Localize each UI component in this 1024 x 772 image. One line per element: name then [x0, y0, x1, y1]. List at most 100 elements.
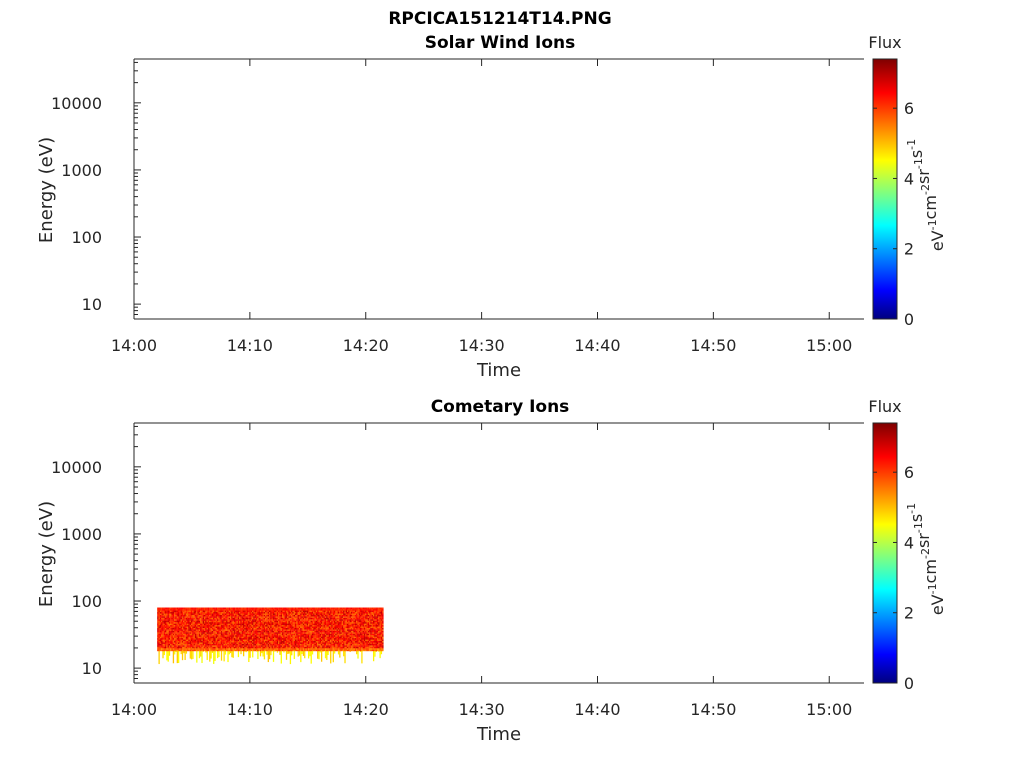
flux-cell: [223, 615, 225, 617]
flux-cell: [174, 621, 176, 623]
flux-cell: [201, 628, 203, 630]
flux-cell: [182, 615, 184, 617]
flux-cell: [203, 619, 205, 621]
flux-cell: [262, 644, 264, 646]
flux-cell: [339, 608, 341, 610]
flux-cell: [177, 626, 179, 628]
flux-cell: [244, 648, 246, 650]
flux-cell: [253, 613, 255, 615]
flux-cell: [363, 623, 365, 625]
flux-cell: [335, 628, 337, 630]
flux-cell: [265, 608, 267, 610]
flux-cell: [208, 621, 210, 623]
flux-cell: [200, 615, 202, 617]
flux-cell: [346, 642, 348, 644]
flux-cell: [210, 623, 212, 625]
flux-cell: [171, 641, 173, 643]
flux-cell: [184, 644, 186, 646]
flux-cell: [249, 622, 251, 624]
flux-cell: [205, 616, 207, 618]
flux-cell: [170, 622, 172, 624]
flux-cell: [213, 648, 215, 650]
flux-cell: [227, 642, 229, 644]
flux-fringe-cell: [287, 651, 288, 654]
flux-cell: [339, 642, 341, 644]
flux-cell: [320, 615, 322, 617]
flux-cell: [291, 632, 293, 634]
flux-cell: [205, 641, 207, 643]
flux-cell: [201, 623, 203, 625]
flux-cell: [169, 634, 171, 636]
flux-cell: [290, 639, 292, 641]
flux-cell: [270, 622, 272, 624]
flux-cell: [186, 613, 188, 615]
flux-cell: [270, 621, 272, 623]
flux-cell: [196, 628, 198, 630]
flux-cell: [325, 608, 327, 610]
flux-cell: [194, 642, 196, 644]
flux-cell: [216, 637, 218, 639]
flux-cell: [190, 650, 192, 652]
flux-cell: [208, 647, 210, 649]
flux-cell: [201, 635, 203, 637]
flux-cell: [363, 642, 365, 644]
flux-cell: [188, 635, 190, 637]
flux-cell: [288, 609, 290, 611]
flux-cell: [317, 612, 319, 614]
flux-cell: [324, 613, 326, 615]
flux-cell: [252, 629, 254, 631]
flux-cell: [309, 648, 311, 650]
flux-cell: [161, 619, 163, 621]
flux-cell: [242, 634, 244, 636]
flux-cell: [360, 638, 362, 640]
flux-cell: [288, 645, 290, 647]
flux-cell: [212, 642, 214, 644]
flux-cell: [347, 629, 349, 631]
flux-fringe-cell: [173, 651, 174, 663]
flux-cell: [187, 647, 189, 649]
flux-cell: [286, 647, 288, 649]
flux-cell: [264, 616, 266, 618]
flux-cell: [195, 626, 197, 628]
flux-cell: [230, 642, 232, 644]
flux-cell: [168, 622, 170, 624]
flux-cell: [359, 632, 361, 634]
flux-cell: [187, 626, 189, 628]
flux-cell: [303, 619, 305, 621]
flux-cell: [252, 609, 254, 611]
flux-cell: [157, 644, 159, 646]
flux-cell: [351, 616, 353, 618]
flux-cell: [324, 647, 326, 649]
flux-cell: [197, 635, 199, 637]
flux-cell: [223, 621, 225, 623]
flux-cell: [359, 612, 361, 614]
flux-cell: [178, 608, 180, 610]
flux-cell: [285, 638, 287, 640]
flux-cell: [295, 637, 297, 639]
flux-cell: [304, 609, 306, 611]
flux-cell: [317, 642, 319, 644]
flux-cell: [171, 647, 173, 649]
flux-cell: [264, 628, 266, 630]
flux-cell: [256, 645, 258, 647]
flux-cell: [261, 626, 263, 628]
flux-cell: [290, 616, 292, 618]
flux-cell: [220, 639, 222, 641]
flux-cell: [209, 634, 211, 636]
flux-cell: [160, 629, 162, 631]
flux-cell: [207, 639, 209, 641]
flux-cell: [340, 637, 342, 639]
flux-cell: [181, 626, 183, 628]
flux-cell: [213, 641, 215, 643]
flux-cell: [259, 616, 261, 618]
flux-cell: [218, 632, 220, 634]
flux-cell: [326, 609, 328, 611]
flux-cell: [234, 625, 236, 627]
flux-cell: [184, 635, 186, 637]
flux-cell: [261, 622, 263, 624]
flux-cell: [162, 618, 164, 620]
flux-cell: [178, 616, 180, 618]
flux-cell: [184, 619, 186, 621]
flux-cell: [229, 616, 231, 618]
flux-cell: [360, 626, 362, 628]
